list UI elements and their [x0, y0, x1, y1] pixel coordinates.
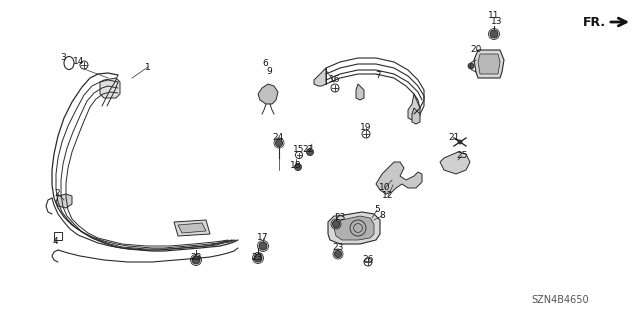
- Polygon shape: [356, 84, 364, 100]
- Circle shape: [275, 139, 282, 146]
- Circle shape: [335, 250, 342, 257]
- Text: 16: 16: [329, 76, 340, 85]
- Text: 20: 20: [470, 46, 482, 55]
- Text: 22: 22: [302, 145, 314, 154]
- Text: 7: 7: [375, 70, 381, 79]
- Circle shape: [468, 63, 474, 69]
- Text: 4: 4: [52, 238, 58, 247]
- Text: 11: 11: [488, 11, 500, 20]
- Text: 5: 5: [374, 205, 380, 214]
- Polygon shape: [412, 108, 420, 124]
- Polygon shape: [100, 78, 120, 98]
- Text: 1: 1: [145, 63, 151, 71]
- Text: 24: 24: [273, 133, 284, 143]
- Circle shape: [333, 220, 339, 227]
- Text: 26: 26: [362, 256, 374, 264]
- Polygon shape: [334, 216, 374, 240]
- Circle shape: [307, 149, 314, 155]
- Polygon shape: [376, 162, 422, 194]
- Text: 17: 17: [257, 234, 269, 242]
- Polygon shape: [56, 194, 72, 208]
- Polygon shape: [478, 54, 500, 74]
- Text: 8: 8: [379, 211, 385, 220]
- Text: FR.: FR.: [583, 16, 606, 28]
- Polygon shape: [174, 220, 210, 236]
- Text: 23: 23: [332, 243, 344, 253]
- Text: SZN4B4650: SZN4B4650: [531, 295, 589, 305]
- Circle shape: [254, 254, 262, 262]
- Text: 15: 15: [293, 145, 305, 154]
- Polygon shape: [440, 152, 470, 174]
- Text: 23: 23: [252, 254, 262, 263]
- Polygon shape: [314, 68, 326, 86]
- Text: 10: 10: [380, 183, 391, 192]
- Text: 12: 12: [382, 191, 394, 201]
- Text: 21: 21: [448, 133, 460, 143]
- Circle shape: [192, 256, 200, 264]
- Circle shape: [294, 164, 301, 170]
- Text: 23: 23: [334, 213, 346, 222]
- Text: 25: 25: [456, 152, 468, 160]
- Text: 6: 6: [262, 58, 268, 68]
- Text: 2: 2: [54, 189, 60, 197]
- Polygon shape: [258, 84, 278, 104]
- Polygon shape: [408, 94, 420, 120]
- Text: 18: 18: [291, 160, 301, 169]
- Polygon shape: [178, 223, 206, 233]
- Text: 23: 23: [190, 254, 202, 263]
- Polygon shape: [328, 212, 380, 244]
- Text: 19: 19: [360, 123, 372, 132]
- Circle shape: [490, 30, 498, 38]
- Text: 14: 14: [74, 57, 84, 66]
- Text: 13: 13: [492, 18, 503, 26]
- Text: 9: 9: [266, 68, 272, 77]
- Polygon shape: [474, 50, 504, 78]
- Circle shape: [259, 242, 267, 250]
- Text: 3: 3: [60, 53, 66, 62]
- Circle shape: [458, 140, 462, 144]
